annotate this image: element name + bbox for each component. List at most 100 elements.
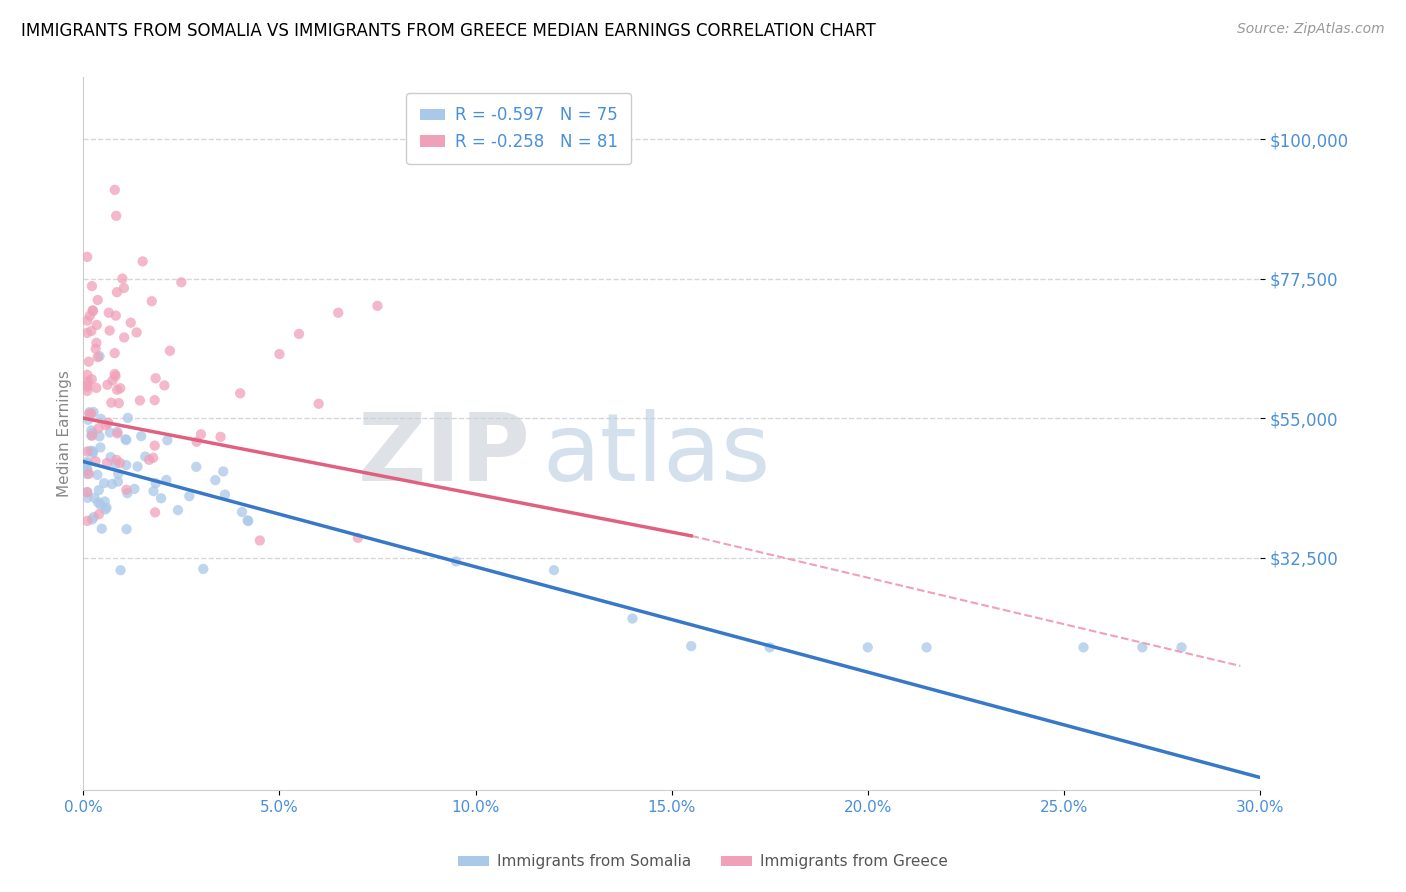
Point xyxy=(143,393,166,408)
Point xyxy=(112,330,135,344)
Point xyxy=(120,316,142,330)
Point xyxy=(79,443,101,458)
Point xyxy=(186,434,208,449)
Point xyxy=(83,491,105,505)
Point xyxy=(621,611,644,625)
Point xyxy=(98,324,121,338)
Point xyxy=(1130,640,1153,655)
Point xyxy=(76,484,98,499)
Point xyxy=(80,372,103,386)
Point xyxy=(108,456,131,470)
Point xyxy=(76,514,98,528)
Point xyxy=(115,483,138,497)
Point xyxy=(82,303,104,318)
Point xyxy=(89,349,111,363)
Point xyxy=(125,326,148,340)
Point xyxy=(143,505,166,519)
Point xyxy=(107,475,129,489)
Point xyxy=(105,425,128,439)
Point xyxy=(96,377,118,392)
Legend: R = -0.597   N = 75, R = -0.258   N = 81: R = -0.597 N = 75, R = -0.258 N = 81 xyxy=(406,93,631,164)
Point xyxy=(84,381,107,395)
Point xyxy=(89,441,111,455)
Point xyxy=(156,434,179,448)
Point xyxy=(153,378,176,392)
Point xyxy=(236,513,259,527)
Point xyxy=(190,427,212,442)
Point xyxy=(83,405,105,419)
Point xyxy=(107,396,129,410)
Point xyxy=(104,369,127,384)
Point xyxy=(101,374,124,388)
Point xyxy=(87,495,110,509)
Legend: Immigrants from Somalia, Immigrants from Greece: Immigrants from Somalia, Immigrants from… xyxy=(453,848,953,875)
Point xyxy=(179,489,201,503)
Text: atlas: atlas xyxy=(543,409,770,501)
Point xyxy=(115,458,138,472)
Point xyxy=(915,640,938,655)
Point xyxy=(94,494,117,508)
Point xyxy=(76,326,98,340)
Point xyxy=(104,457,127,471)
Point xyxy=(107,467,129,481)
Point xyxy=(80,407,103,421)
Point xyxy=(77,354,100,368)
Point xyxy=(79,407,101,421)
Point xyxy=(107,426,129,441)
Point xyxy=(97,306,120,320)
Point xyxy=(249,533,271,548)
Point xyxy=(229,386,252,401)
Point xyxy=(80,324,103,338)
Point xyxy=(347,531,370,545)
Point xyxy=(117,486,139,500)
Point xyxy=(366,299,388,313)
Point xyxy=(82,446,104,460)
Point xyxy=(77,467,100,481)
Point xyxy=(79,309,101,323)
Point xyxy=(77,374,100,388)
Point xyxy=(134,450,156,464)
Point xyxy=(150,491,173,506)
Point xyxy=(128,393,150,408)
Point xyxy=(111,271,134,285)
Point xyxy=(193,562,215,576)
Point xyxy=(80,279,103,293)
Point xyxy=(127,459,149,474)
Point xyxy=(100,450,122,465)
Point xyxy=(76,380,98,394)
Point xyxy=(86,467,108,482)
Point xyxy=(76,455,98,469)
Point xyxy=(159,343,181,358)
Point xyxy=(238,514,260,528)
Point xyxy=(112,281,135,295)
Point xyxy=(212,465,235,479)
Point xyxy=(143,439,166,453)
Point xyxy=(115,433,138,447)
Point xyxy=(117,410,139,425)
Point xyxy=(308,397,330,411)
Point xyxy=(170,275,193,289)
Point xyxy=(141,294,163,309)
Point xyxy=(80,512,103,526)
Point xyxy=(209,430,232,444)
Point xyxy=(83,510,105,524)
Point xyxy=(76,485,98,500)
Text: IMMIGRANTS FROM SOMALIA VS IMMIGRANTS FROM GREECE MEDIAN EARNINGS CORRELATION CH: IMMIGRANTS FROM SOMALIA VS IMMIGRANTS FR… xyxy=(21,22,876,40)
Point xyxy=(131,254,153,268)
Point xyxy=(145,476,167,491)
Point xyxy=(1170,640,1192,655)
Text: ZIP: ZIP xyxy=(357,409,530,501)
Point xyxy=(114,432,136,446)
Point xyxy=(76,463,98,477)
Point xyxy=(142,484,165,499)
Point xyxy=(87,421,110,435)
Point xyxy=(110,381,132,395)
Point xyxy=(142,450,165,465)
Point xyxy=(89,498,111,512)
Point xyxy=(104,367,127,381)
Point xyxy=(758,640,780,655)
Point xyxy=(104,346,127,360)
Point xyxy=(80,428,103,442)
Point xyxy=(1073,640,1095,655)
Point xyxy=(76,384,98,398)
